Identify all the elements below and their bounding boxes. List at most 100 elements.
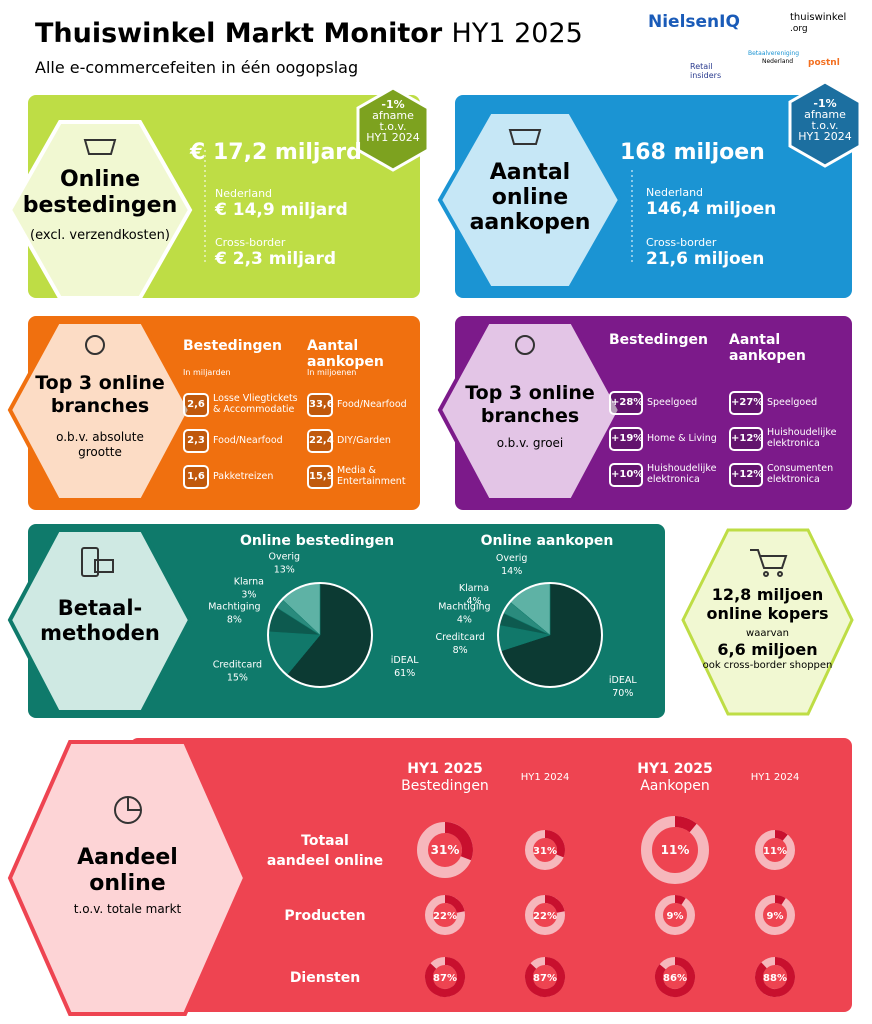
item-label: elektronica [767,474,820,485]
value-box: 22,4 [307,429,334,453]
item-label: & Accommodatie [213,404,295,415]
value: 21,6 miljoen [646,249,765,269]
value-box: +12% [729,427,763,451]
slice-label: Machtiging [208,602,260,613]
subtitle: o.b.v. absolute grootte [56,430,144,459]
hexagon [7,320,193,502]
donut-label: 9% [667,911,684,922]
donut-arc [525,957,565,997]
slice-label: Klarna [234,577,264,588]
item-label: Speelgoed [767,397,818,408]
value-box: +27% [729,391,763,415]
column-period: HY1 2025 [637,761,712,777]
slice-label: Machtiging [438,602,490,613]
value-box: 2,3 [183,429,209,453]
pie-outline [497,582,603,688]
slice-label: Overig [268,552,300,563]
value-box: 2,6 [183,393,209,417]
slice-value: 4% [466,596,481,607]
hexagon [7,120,193,300]
badge-text: -1% afname t.o.v. HY1 2024 [798,97,852,143]
donut-arc [425,957,465,997]
donut-label: 87% [533,973,557,984]
buyers-text: 6,6 miljoen [717,640,818,659]
item-label: Speelgoed [647,397,698,408]
item-label: Pakketreizen [213,471,274,482]
slice-value: 3% [241,590,256,601]
panel-title: Aandeel online [77,845,178,896]
pie-outline [267,582,373,688]
donut-label: 22% [533,911,557,922]
donut-arc [674,895,686,906]
badge-text: -1% afname t.o.v. HY1 2024 [366,98,420,144]
column-head: Bestedingen [183,338,282,354]
column-measure: Bestedingen [401,778,489,794]
hexagon [681,528,854,716]
column-measure: Aankopen [640,778,710,794]
slice-value: 14% [501,566,522,577]
hexagon [7,528,193,714]
panel-title: Betaal-methoden [40,596,160,645]
slice-value: 70% [612,688,633,699]
slice-label: iDEAL [609,675,637,686]
badge [356,86,430,172]
item-label: Huishoudelijke [647,463,717,474]
logo: Betaalvereniging [748,50,800,57]
column-head: Bestedingen [609,332,708,348]
total: 168 miljoen [620,140,765,165]
donut-arc [774,895,786,906]
column-head: aankopen [729,348,806,364]
column-head: Aantal [307,338,359,354]
donut-label: 88% [763,973,787,984]
subtitle: o.b.v. groei [496,436,564,450]
donut-arc [444,822,473,861]
column-period: HY1 2025 [407,761,482,777]
item-label: Consumenten [767,463,834,474]
note: (excl. verzendkosten) [30,228,170,243]
slice-value: 61% [394,668,415,679]
panel-title: Top 3 online branches [35,372,165,417]
label: Nederland [646,186,704,199]
value-box: +19% [609,427,643,451]
pie-title: Online bestedingen [240,533,394,549]
label: Cross-border [215,236,286,249]
value: € 2,3 miljard [215,249,337,269]
buyers-text: waarvan [746,628,789,639]
donut-arc [544,830,565,858]
total: € 17,2 miljard [190,140,362,165]
item-label: Food/Nearfood [337,399,407,410]
slice-label: Klarna [459,583,489,594]
logo: insiders [690,71,722,80]
value-box: 1,6 [183,465,209,489]
donut-arc [774,830,788,841]
donut-label: 87% [433,973,457,984]
item-label: elektronica [767,438,820,449]
item-label: elektronica [647,474,700,485]
value-box: +12% [729,463,763,487]
icons [81,129,788,824]
item-label: Losse Vliegtickets [213,393,298,404]
donut-label: 86% [663,973,687,984]
item-label: Media & [337,465,376,476]
column-head: aankopen [307,354,384,370]
unit: In miljoenen [307,368,357,377]
donut-label: 22% [433,911,457,922]
hexagon [437,320,623,502]
logo: NielsenIQ [648,12,740,32]
slice-value: 8% [227,615,242,626]
unit: In miljarden [183,368,231,377]
value-box: 15,9 [307,465,334,489]
slice-label: Overig [496,553,528,564]
donut-label: 11% [763,846,787,857]
item-label: Home & Living [647,433,717,444]
item-label: Huishoudelijke [767,427,837,438]
panel-title: Top 3 online branches [465,382,595,427]
slice-value: 8% [453,645,468,656]
slice-value: 13% [274,565,295,576]
row-label: Totaal [301,833,349,849]
column-period: HY1 2024 [751,772,800,783]
logo: Retail [690,62,713,71]
value: € 14,9 miljard [215,200,348,220]
